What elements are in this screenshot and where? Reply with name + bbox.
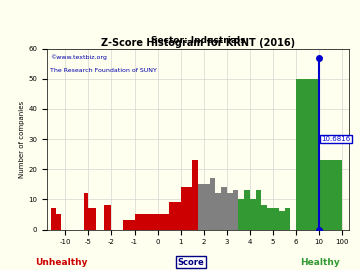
Bar: [227, 193, 233, 230]
Bar: [284, 208, 290, 230]
Title: Z-Score Histogram for KRNT (2016): Z-Score Histogram for KRNT (2016): [101, 38, 295, 48]
Bar: [158, 214, 169, 230]
Bar: [233, 190, 238, 230]
Y-axis label: Number of companies: Number of companies: [19, 100, 25, 178]
Bar: [221, 187, 227, 230]
Bar: [186, 199, 192, 230]
Bar: [51, 208, 56, 230]
Bar: [88, 208, 96, 230]
Bar: [181, 187, 192, 230]
Bar: [56, 214, 60, 230]
Text: ©www.textbiz.org: ©www.textbiz.org: [50, 54, 107, 60]
Text: Healthy: Healthy: [301, 258, 340, 266]
Text: Unhealthy: Unhealthy: [35, 258, 87, 266]
Bar: [169, 202, 181, 230]
Bar: [244, 190, 250, 230]
Bar: [250, 199, 256, 230]
Bar: [210, 178, 215, 230]
Bar: [104, 205, 112, 230]
Bar: [296, 79, 319, 230]
Bar: [146, 214, 158, 230]
Text: Sector: Industrials: Sector: Industrials: [151, 36, 245, 45]
Bar: [279, 211, 284, 229]
Bar: [84, 193, 88, 230]
Text: 10.6816: 10.6816: [321, 136, 351, 142]
Bar: [238, 199, 244, 230]
Bar: [256, 190, 261, 230]
Bar: [273, 208, 279, 230]
Bar: [215, 193, 221, 230]
Bar: [204, 184, 210, 230]
Bar: [261, 205, 267, 230]
Bar: [267, 208, 273, 230]
Bar: [319, 160, 342, 230]
Bar: [198, 184, 204, 230]
Bar: [192, 160, 198, 230]
Bar: [135, 214, 146, 230]
Text: The Research Foundation of SUNY: The Research Foundation of SUNY: [50, 69, 157, 73]
Text: Score: Score: [177, 258, 204, 266]
Bar: [123, 220, 135, 230]
